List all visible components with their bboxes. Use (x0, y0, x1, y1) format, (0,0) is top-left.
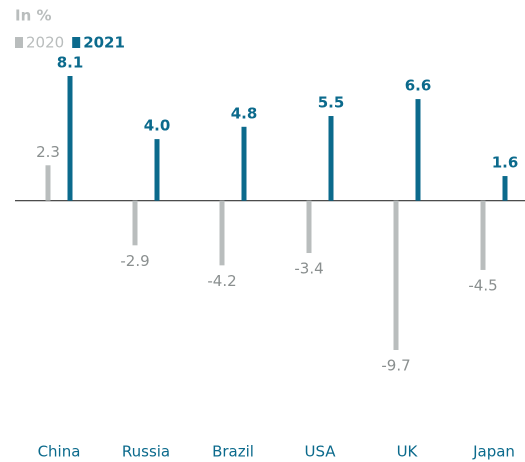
data-label: 8.1 (57, 54, 84, 72)
data-label: -3.4 (294, 260, 323, 278)
data-label: 2.3 (36, 143, 60, 161)
data-label: 1.6 (492, 154, 519, 172)
bar (393, 200, 399, 350)
bar (502, 176, 508, 201)
bar (45, 165, 51, 201)
data-label: 5.5 (318, 94, 345, 112)
legend-swatch (72, 37, 81, 48)
bar (241, 126, 247, 201)
legend-swatch (15, 37, 23, 48)
legend-label: 2021 (83, 34, 125, 52)
x-tick-label: Japan (472, 443, 515, 461)
x-tick-label: China (38, 443, 81, 461)
bar (132, 200, 138, 246)
data-label: 4.8 (231, 104, 258, 122)
x-tick-label: Brazil (212, 443, 254, 461)
data-label: 6.6 (405, 77, 432, 95)
legend-label: 2020 (26, 34, 64, 52)
bar (480, 200, 486, 270)
bar (154, 139, 160, 201)
bar (328, 116, 334, 201)
x-tick-label: UK (397, 443, 419, 461)
x-tick-label: Russia (122, 443, 170, 461)
data-label: -9.7 (381, 357, 410, 375)
bar (219, 200, 225, 266)
bar (415, 99, 421, 201)
data-label: 4.0 (144, 117, 171, 135)
data-label: -2.9 (120, 252, 149, 270)
x-tick-label: USA (304, 443, 336, 461)
chart-subtitle: In % (15, 7, 52, 25)
data-label: -4.5 (468, 276, 497, 294)
bar (306, 200, 312, 254)
bar (67, 76, 73, 201)
data-label: -4.2 (207, 272, 236, 290)
